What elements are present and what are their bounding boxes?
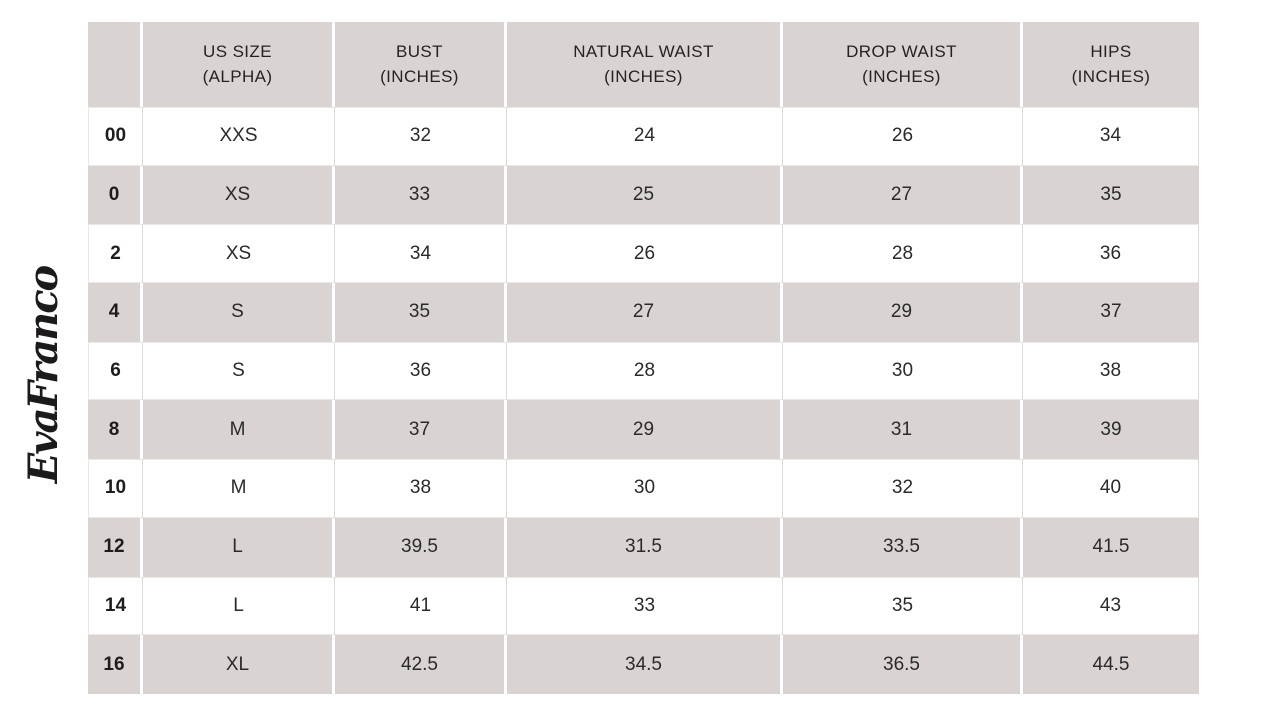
cell-natural-waist: 27 — [507, 283, 783, 342]
col-header-blank — [88, 22, 143, 107]
table-row: 10 M 38 30 32 40 — [88, 459, 1199, 518]
cell-bust: 33 — [335, 165, 507, 225]
col-header-hips: HIPS (INCHES) — [1023, 22, 1199, 107]
header-line-2: (ALPHA) — [202, 66, 273, 86]
cell-drop-waist: 27 — [783, 165, 1023, 225]
cell-drop-waist: 26 — [783, 107, 1023, 166]
table-row: 0 XS 33 25 27 35 — [88, 165, 1199, 225]
table-row: 8 M 37 29 31 39 — [88, 400, 1199, 460]
header-line-1: BUST — [396, 41, 443, 61]
col-header-bust: BUST (INCHES) — [335, 22, 507, 107]
cell-bust: 34 — [335, 224, 507, 284]
cell-us-numeric-size: 10 — [88, 459, 143, 518]
cell-drop-waist: 32 — [783, 459, 1023, 518]
cell-hips: 38 — [1023, 341, 1199, 401]
cell-drop-waist: 28 — [783, 224, 1023, 284]
cell-natural-waist: 29 — [507, 400, 783, 460]
header-line-2: (INCHES) — [1071, 66, 1151, 86]
header-line-2: (INCHES) — [380, 66, 459, 86]
cell-natural-waist: 33 — [507, 576, 783, 636]
header-row: US SIZE (ALPHA) BUST (INCHES) NATURAL WA… — [88, 22, 1199, 107]
cell-natural-waist: 25 — [507, 165, 783, 225]
cell-bust: 32 — [335, 107, 507, 166]
cell-drop-waist: 33.5 — [783, 517, 1023, 577]
cell-bust: 38 — [335, 459, 507, 518]
col-header-us-size-alpha: US SIZE (ALPHA) — [143, 22, 335, 107]
cell-drop-waist: 29 — [783, 283, 1023, 342]
cell-bust: 42.5 — [335, 635, 507, 694]
table-row: 12 L 39.5 31.5 33.5 41.5 — [88, 517, 1199, 577]
cell-natural-waist: 30 — [507, 459, 783, 518]
cell-us-alpha-size: M — [143, 400, 335, 460]
cell-drop-waist: 36.5 — [783, 635, 1023, 694]
cell-hips: 36 — [1023, 224, 1199, 284]
cell-us-alpha-size: XXS — [143, 107, 335, 166]
table-row: 6 S 36 28 30 38 — [88, 341, 1199, 401]
header-line-1: NATURAL WAIST — [573, 41, 714, 61]
size-chart-table: US SIZE (ALPHA) BUST (INCHES) NATURAL WA… — [88, 22, 1199, 694]
cell-us-alpha-size: L — [143, 576, 335, 636]
cell-us-alpha-size: S — [143, 283, 335, 342]
cell-bust: 41 — [335, 576, 507, 636]
cell-natural-waist: 31.5 — [507, 517, 783, 577]
cell-us-numeric-size: 14 — [88, 576, 143, 636]
cell-hips: 41.5 — [1023, 517, 1199, 577]
cell-hips: 39 — [1023, 400, 1199, 460]
cell-us-alpha-size: XS — [143, 165, 335, 225]
cell-drop-waist: 35 — [783, 576, 1023, 636]
cell-bust: 35 — [335, 283, 507, 342]
cell-hips: 44.5 — [1023, 635, 1199, 694]
table-row: 16 XL 42.5 34.5 36.5 44.5 — [88, 635, 1199, 694]
cell-hips: 37 — [1023, 283, 1199, 342]
cell-us-numeric-size: 4 — [88, 283, 143, 342]
table-row: 2 XS 34 26 28 36 — [88, 224, 1199, 284]
cell-natural-waist: 28 — [507, 341, 783, 401]
table-row: 00 XXS 32 24 26 34 — [88, 107, 1199, 166]
cell-us-numeric-size: 8 — [88, 400, 143, 460]
cell-natural-waist: 34.5 — [507, 635, 783, 694]
cell-us-numeric-size: 12 — [88, 517, 143, 577]
cell-hips: 35 — [1023, 165, 1199, 225]
brand-logo: EvaFranco — [1, 266, 85, 484]
cell-hips: 34 — [1023, 107, 1199, 166]
table-row: 4 S 35 27 29 37 — [88, 283, 1199, 342]
cell-natural-waist: 26 — [507, 224, 783, 284]
cell-hips: 43 — [1023, 576, 1199, 636]
cell-us-numeric-size: 16 — [88, 635, 143, 694]
cell-us-numeric-size: 6 — [88, 341, 143, 401]
header-line-1: DROP WAIST — [846, 41, 957, 61]
cell-bust: 37 — [335, 400, 507, 460]
cell-us-numeric-size: 00 — [88, 107, 143, 166]
header-line-2: (INCHES) — [862, 66, 941, 86]
cell-us-numeric-size: 0 — [88, 165, 143, 225]
col-header-drop-waist: DROP WAIST (INCHES) — [783, 22, 1023, 107]
size-table-body: 00 XXS 32 24 26 34 0 XS 33 25 27 35 2 XS… — [88, 107, 1199, 694]
cell-hips: 40 — [1023, 459, 1199, 518]
cell-us-numeric-size: 2 — [88, 224, 143, 284]
cell-us-alpha-size: L — [143, 517, 335, 577]
cell-us-alpha-size: XS — [143, 224, 335, 284]
cell-bust: 36 — [335, 341, 507, 401]
cell-us-alpha-size: S — [143, 341, 335, 401]
cell-us-alpha-size: XL — [143, 635, 335, 694]
cell-drop-waist: 30 — [783, 341, 1023, 401]
cell-natural-waist: 24 — [507, 107, 783, 166]
header-line-1: US SIZE — [203, 41, 272, 61]
header-line-1: HIPS — [1090, 41, 1132, 61]
header-line-2: (INCHES) — [604, 66, 683, 86]
col-header-natural-waist: NATURAL WAIST (INCHES) — [507, 22, 783, 107]
cell-bust: 39.5 — [335, 517, 507, 577]
cell-drop-waist: 31 — [783, 400, 1023, 460]
brand-logo-text: EvaFranco — [19, 266, 67, 484]
table-row: 14 L 41 33 35 43 — [88, 576, 1199, 636]
cell-us-alpha-size: M — [143, 459, 335, 518]
